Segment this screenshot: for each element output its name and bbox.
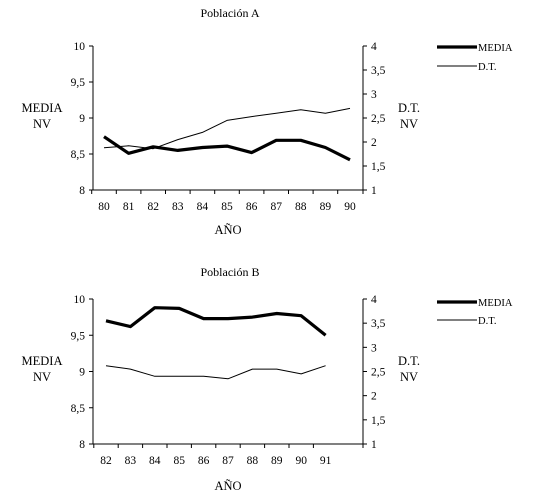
right-axis-title: D.T. — [398, 354, 420, 368]
x-tick-label: 80 — [98, 201, 110, 213]
x-tick-label: 85 — [173, 455, 185, 467]
chart-2: Población B 8 8,5 9 9,5 10 1 1,5 2 2,5 3 3,5 4 82 83 84… — [22, 265, 513, 493]
right-tick-label: 2,5 — [371, 113, 386, 125]
left-tick-label: 8,5 — [71, 149, 86, 161]
x-axis-title: AÑO — [214, 479, 241, 493]
series-line-dt — [105, 365, 326, 380]
left-tick-label: 8 — [79, 185, 85, 197]
right-tick-label: 2,5 — [371, 367, 386, 379]
x-tick-label: 87 — [222, 455, 234, 467]
left-tick-label: 10 — [74, 294, 86, 306]
left-tick-label: 9 — [79, 113, 85, 125]
series-line-dt — [103, 107, 351, 150]
right-axis-title: NV — [400, 370, 418, 384]
right-tick-label: 3 — [371, 89, 377, 101]
x-tick-label: 90 — [295, 455, 307, 467]
x-tick-label: 89 — [320, 201, 332, 213]
left-axis-title: NV — [33, 370, 51, 384]
x-tick-label: 81 — [123, 201, 135, 213]
x-tick-label: 84 — [197, 201, 209, 213]
x-tick-label: 83 — [172, 201, 184, 213]
right-tick-label: 3 — [371, 342, 377, 354]
right-tick-label: 2 — [371, 391, 377, 403]
legend-label: D.T. — [478, 316, 496, 327]
chart-1: Población A 8 8,5 9 9,5 10 1 1,5 2 2,5 3 3,5 4 80 81 82… — [22, 6, 513, 237]
x-tick-label: 89 — [271, 455, 283, 467]
x-tick-label: 82 — [147, 201, 159, 213]
x-tick-label: 87 — [270, 201, 282, 213]
left-tick-label: 10 — [74, 41, 86, 53]
right-tick-label: 1 — [371, 439, 377, 451]
right-tick-label: 2 — [371, 137, 377, 149]
x-tick-label: 82 — [100, 455, 112, 467]
legend-label: D.T. — [478, 62, 496, 73]
series-line-media — [105, 306, 327, 337]
left-tick-label: 8 — [79, 439, 85, 451]
chart-title: Población A — [201, 6, 260, 20]
x-tick-label: 83 — [125, 455, 137, 467]
right-axis-title: D.T. — [398, 101, 420, 115]
right-tick-label: 4 — [371, 41, 377, 53]
right-tick-label: 1,5 — [371, 415, 386, 427]
left-tick-label: 9 — [79, 367, 85, 379]
left-axis-title: MEDIA — [22, 101, 63, 115]
x-tick-label: 88 — [295, 201, 307, 213]
right-tick-label: 1,5 — [371, 161, 386, 173]
x-tick-label: 85 — [221, 201, 233, 213]
right-tick-label: 1 — [371, 185, 377, 197]
series-line-media — [103, 135, 351, 162]
right-tick-label: 3,5 — [371, 65, 386, 77]
left-tick-label: 9,5 — [71, 77, 86, 89]
left-tick-label: 8,5 — [71, 403, 86, 415]
left-axis-title: NV — [33, 117, 51, 131]
legend-label: MEDIA — [478, 43, 513, 54]
x-tick-label: 91 — [320, 455, 332, 467]
x-tick-label: 84 — [149, 455, 161, 467]
left-tick-label: 9,5 — [71, 330, 86, 342]
x-axis-title: AÑO — [214, 223, 241, 237]
right-tick-label: 4 — [371, 294, 377, 306]
right-tick-label: 3,5 — [371, 318, 386, 330]
chart-title: Población B — [201, 265, 260, 279]
right-axis-title: NV — [400, 117, 418, 131]
x-tick-label: 86 — [198, 455, 210, 467]
x-tick-label: 90 — [344, 201, 356, 213]
left-axis-title: MEDIA — [22, 354, 63, 368]
legend-label: MEDIA — [478, 298, 513, 309]
x-tick-label: 86 — [246, 201, 258, 213]
x-tick-label: 88 — [247, 455, 259, 467]
